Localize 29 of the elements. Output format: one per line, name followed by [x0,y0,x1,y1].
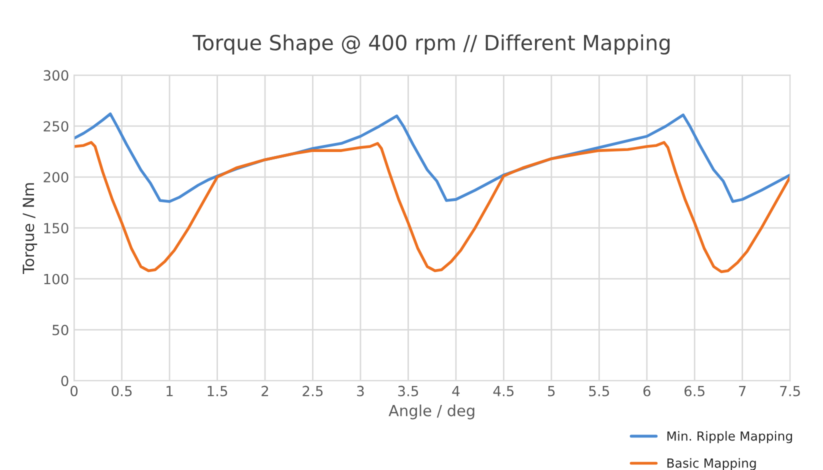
y-tick-label: 250 [44,121,68,132]
x-tick-label: 2.5 [302,386,323,396]
x-tick-label: 7 [739,386,746,396]
y-tick-label: 200 [44,172,68,183]
y-tick-label: 150 [44,222,68,234]
x-axis-title: Angle / deg [388,404,474,420]
x-tick-label: 3 [357,386,364,396]
x-tick-label: 1 [166,386,173,396]
x-tick-label: 6 [643,386,650,396]
chart-title: Torque Shape @ 400 rpm // Different Mapping [192,34,670,55]
x-tick-label: 0 [70,386,78,396]
x-tick-label: 5 [548,386,555,396]
y-tick-label: 100 [44,274,68,284]
y-tick-label: 50 [52,324,68,336]
x-tick-label: 4.5 [493,386,514,396]
x-tick-label: 5.5 [589,386,609,396]
x-tick-label: 2 [262,386,268,396]
y-tick-label: 0 [61,376,68,386]
x-tick-label: 0.5 [112,386,132,396]
x-tick-label: 7.5 [780,386,800,396]
x-tick-label: 6.5 [684,386,704,396]
y-tick-label: 300 [44,70,68,81]
x-tick-label: 4 [452,386,460,396]
legend-label: Basic Mapping [667,458,756,470]
x-tick-label: 3.5 [398,386,418,396]
x-tick-label: 1.5 [208,386,228,396]
line-series [74,141,790,274]
legend-label: Min. Ripple Mapping [667,431,792,444]
y-axis-title: Torque / Nm [22,183,38,274]
